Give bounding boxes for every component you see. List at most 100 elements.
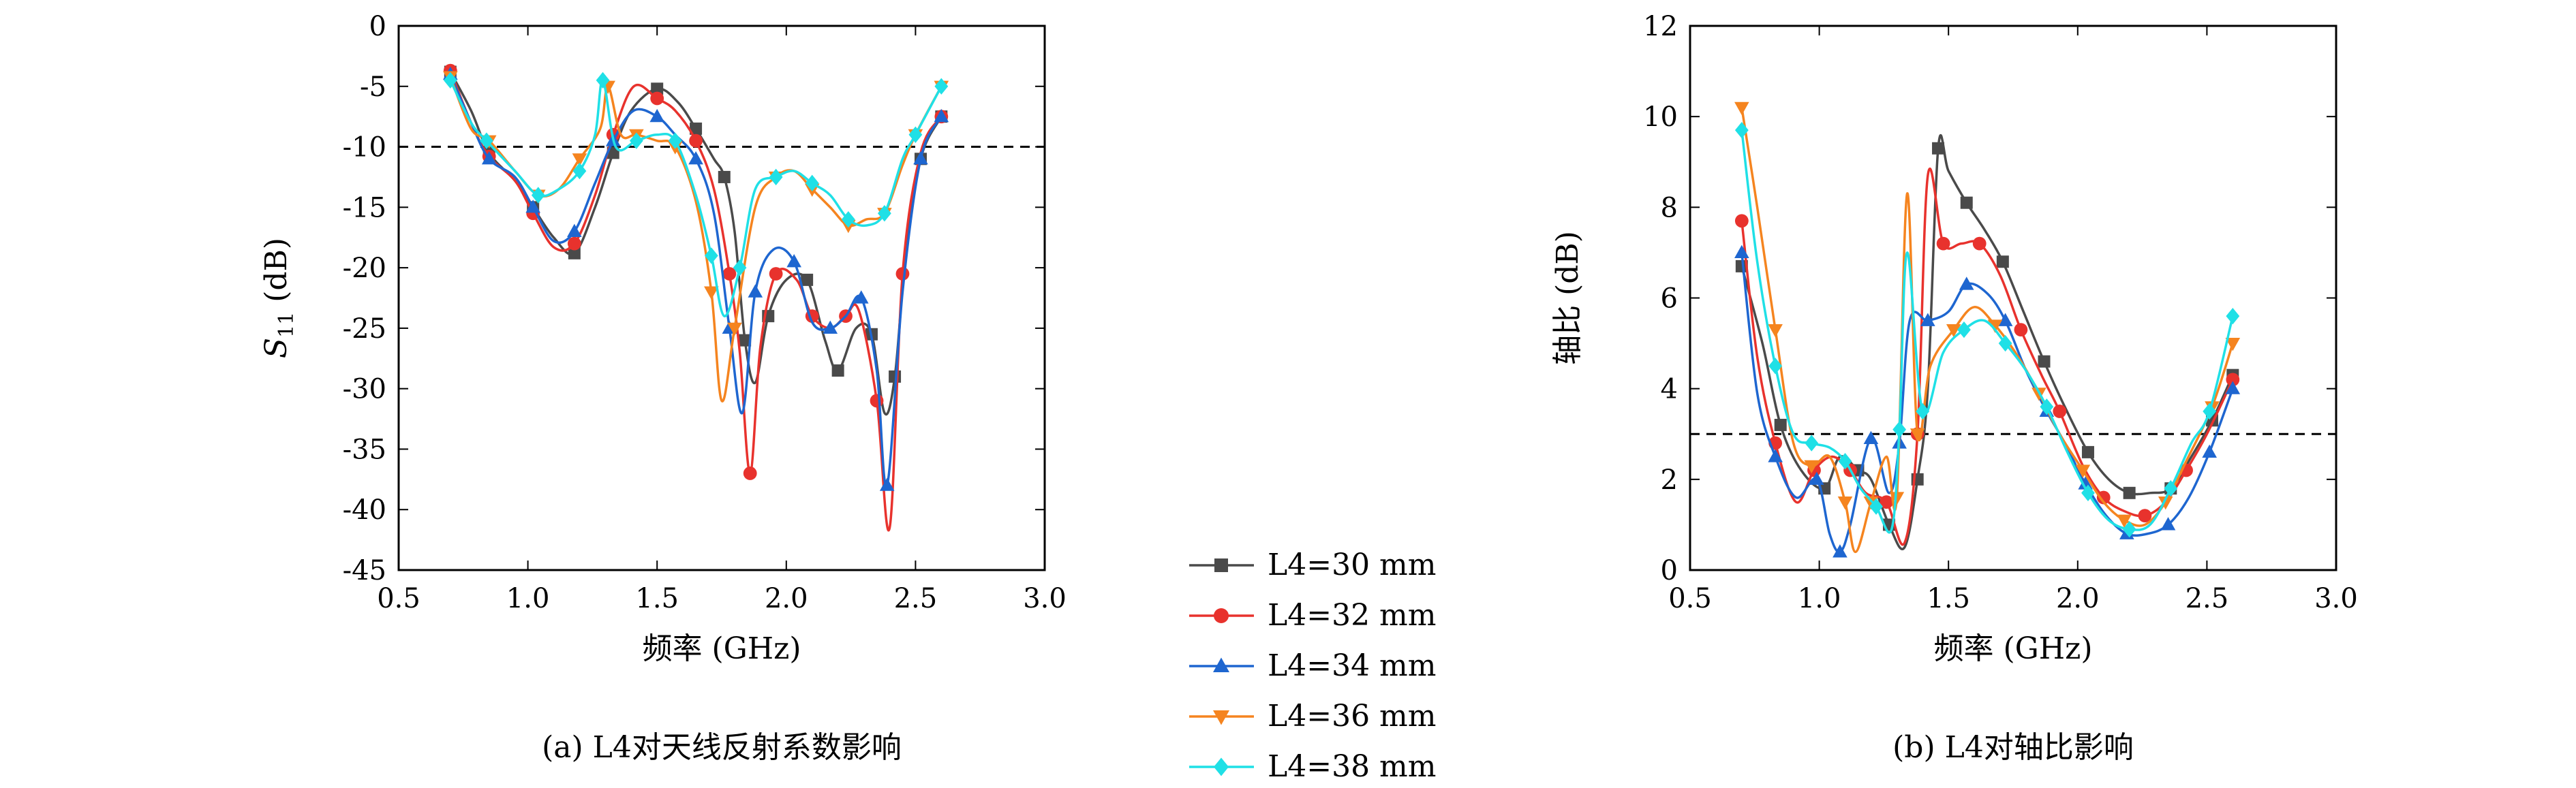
series-3-point — [1768, 449, 1783, 462]
y-tick-label: -30 — [343, 374, 386, 405]
x-tick-label: 2.5 — [894, 583, 938, 614]
legend-marker-2 — [1214, 608, 1229, 623]
y-tick-label: 6 — [1661, 283, 1678, 315]
legend-label-2: L4=32 mm — [1268, 598, 1437, 633]
series-5-point — [531, 187, 545, 204]
series-2-point — [743, 467, 757, 480]
legend-marker-1 — [1214, 558, 1228, 572]
series-3-point — [1920, 313, 1935, 326]
y-tick-label: -20 — [343, 253, 386, 284]
x-tick-label: 1.5 — [635, 583, 679, 614]
series-5-point — [2040, 398, 2054, 415]
series-2-point — [769, 267, 783, 281]
series-5-point — [1838, 453, 1852, 470]
x-tick-label: 0.5 — [377, 583, 420, 614]
series-4-point — [2075, 464, 2091, 478]
series-5-point — [934, 78, 949, 95]
y-tick-label: 8 — [1661, 192, 1678, 223]
series-4-point — [572, 153, 587, 167]
chart-caption: (b) L4对轴比影响 — [1892, 730, 2134, 765]
chart-a-reflection-coefficient: 0.5 1.0 1.5 2.0 2.5 3.0 0 -5 -10 -15 -20 -25 -30 -35 -… — [259, 11, 1067, 765]
series-4-point — [704, 286, 719, 300]
series-line-1 — [1741, 133, 2234, 550]
series-3-point — [2225, 381, 2241, 394]
x-tick-label: 3.0 — [2314, 583, 2358, 614]
series-3-point — [649, 108, 664, 123]
series-3-point — [525, 200, 540, 213]
series-2-point — [2014, 323, 2028, 337]
series-3-point — [481, 151, 497, 165]
series-5-point — [2203, 403, 2217, 420]
x-tick-label: 2.5 — [2186, 583, 2229, 614]
series-1-point — [2038, 355, 2051, 368]
series-4-point — [1837, 497, 1853, 510]
series-2-point — [1734, 214, 1749, 228]
series-3-point — [1863, 430, 1879, 445]
series-5-point — [1805, 435, 1819, 452]
series-2-point — [689, 133, 703, 148]
y-tick-label: 10 — [1643, 101, 1678, 133]
series-2-point — [2138, 509, 2152, 522]
series-3-point — [567, 223, 582, 237]
series-2-point — [1880, 495, 1894, 509]
series-3-point — [853, 290, 869, 304]
series-1-point — [1932, 142, 1945, 155]
series-3-point — [1833, 544, 1847, 558]
y-tick-label: -45 — [343, 555, 386, 586]
series-4-point — [1804, 460, 1820, 474]
y-axis-label: S11 (dB) — [259, 238, 298, 358]
series-4-point — [1987, 319, 2003, 333]
series-5-point — [1734, 121, 1749, 139]
x-tick-label: 2.0 — [2056, 583, 2100, 614]
series-5-point — [877, 205, 891, 222]
y-tick-label: -5 — [360, 72, 386, 103]
series-3-point — [688, 151, 703, 165]
series-1-point — [718, 170, 731, 183]
series-1-point — [690, 122, 703, 135]
series-5-point — [2226, 307, 2240, 325]
series-5-point — [2164, 480, 2178, 497]
series-2-point — [2226, 373, 2240, 387]
legend: L4=30 mm L4=32 mm L4=34 mm L4=36 mm L4=38 mm — [1189, 548, 1437, 784]
series-2-point — [2053, 405, 2067, 418]
series-group — [1734, 101, 2241, 558]
series-1-point — [651, 82, 664, 95]
legend-label-3: L4=34 mm — [1268, 648, 1437, 683]
series-4-point — [1863, 497, 1879, 510]
plot-frame — [397, 25, 1046, 571]
y-tick-label: -15 — [343, 192, 386, 223]
y-tick-label: 2 — [1661, 464, 1678, 496]
series-5-point — [1768, 358, 1783, 375]
y-tick-label: -25 — [343, 313, 386, 345]
series-1-point — [568, 247, 581, 259]
x-axis-label: 频率 (GHz) — [642, 631, 801, 666]
series-2-point — [895, 267, 910, 281]
series-3-point — [1734, 245, 1749, 259]
x-tick-label: 1.0 — [506, 583, 550, 614]
series-3-point — [1959, 277, 1974, 290]
series-1-point — [2081, 445, 2094, 458]
x-tick-label: 1.5 — [1927, 583, 1970, 614]
series-4-point — [1768, 324, 1783, 338]
series-5-point — [1869, 498, 1883, 515]
series-5-point — [1957, 321, 1971, 338]
series-2-point — [1972, 236, 1987, 251]
series-5-point — [1892, 421, 1907, 438]
y-label-unit: (dB) — [259, 238, 294, 312]
series-5-point — [769, 168, 783, 186]
series-1-point — [1774, 418, 1787, 431]
series-3-point — [913, 151, 928, 165]
series-line-3 — [449, 74, 942, 488]
series-4-point — [1946, 324, 1961, 338]
series-5-point — [2081, 484, 2095, 501]
series-4-point — [727, 322, 742, 336]
series-3-point — [823, 320, 838, 334]
series-4-point — [2117, 514, 2132, 529]
series-2-point — [650, 91, 664, 106]
y-tick-label: 0 — [1661, 555, 1678, 586]
series-2-point — [722, 267, 737, 281]
series-1-point — [1960, 196, 1973, 209]
series-line-5 — [449, 79, 942, 317]
y-tick-label: 12 — [1643, 11, 1678, 42]
